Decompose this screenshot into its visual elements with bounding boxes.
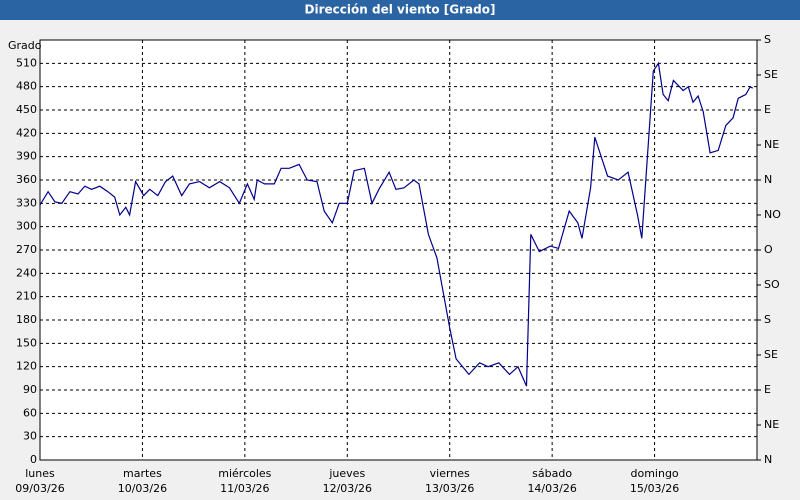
y-tick-label: 330 xyxy=(16,196,37,209)
chart-title: Dirección del viento [Grado] xyxy=(305,3,496,17)
y2-tick-label: N xyxy=(764,453,772,466)
y2-tick-label: E xyxy=(764,103,771,116)
y-tick-label: 180 xyxy=(16,313,37,326)
x-tick-label: domingo xyxy=(630,467,678,480)
y-tick-label: 510 xyxy=(16,56,37,69)
x-tick-label: 15/03/26 xyxy=(630,482,679,495)
y-tick-label: 120 xyxy=(16,360,37,373)
y2-tick-label: SE xyxy=(764,68,778,81)
x-tick-label: 13/03/26 xyxy=(425,482,474,495)
y2-tick-label: S xyxy=(764,313,771,326)
x-tick-label: miércoles xyxy=(218,467,271,480)
x-tick-label: viernes xyxy=(430,467,470,480)
x-tick-label: 14/03/26 xyxy=(527,482,576,495)
y-tick-label: 390 xyxy=(16,150,37,163)
y2-tick-label: S xyxy=(764,33,771,46)
y-tick-label: 60 xyxy=(23,406,37,419)
y-tick-label: 450 xyxy=(16,103,37,116)
y-tick-label: 90 xyxy=(23,383,37,396)
y2-tick-label: E xyxy=(764,383,771,396)
y-tick-label: 360 xyxy=(16,173,37,186)
y2-tick-label: NO xyxy=(764,208,781,221)
x-tick-label: martes xyxy=(123,467,162,480)
y-tick-label: 30 xyxy=(23,430,37,443)
x-tick-label: sábado xyxy=(532,467,572,480)
x-tick-label: 09/03/26 xyxy=(15,482,64,495)
y-tick-label: 210 xyxy=(16,290,37,303)
y-tick-label: 300 xyxy=(16,220,37,233)
y2-tick-label: NE xyxy=(764,138,779,151)
x-tick-label: 12/03/26 xyxy=(323,482,372,495)
y-tick-label: 480 xyxy=(16,80,37,93)
y2-tick-label: SO xyxy=(764,278,780,291)
y2-tick-label: O xyxy=(764,243,773,256)
x-tick-label: lunes xyxy=(25,467,55,480)
y-tick-label: 0 xyxy=(30,453,37,466)
title-bar xyxy=(0,0,800,20)
y2-tick-label: NE xyxy=(764,418,779,431)
y-tick-label: 420 xyxy=(16,126,37,139)
plot-area xyxy=(39,39,758,461)
y-tick-label: 270 xyxy=(16,243,37,256)
y-tick-label: 150 xyxy=(16,336,37,349)
y2-tick-label: N xyxy=(764,173,772,186)
y-axis-label: Grado xyxy=(8,39,42,52)
x-tick-label: 11/03/26 xyxy=(220,482,269,495)
x-tick-label: 10/03/26 xyxy=(118,482,167,495)
x-tick-label: jueves xyxy=(328,467,365,480)
data-line xyxy=(39,61,754,387)
y2-tick-label: SE xyxy=(764,348,778,361)
y-tick-label: 240 xyxy=(16,266,37,279)
